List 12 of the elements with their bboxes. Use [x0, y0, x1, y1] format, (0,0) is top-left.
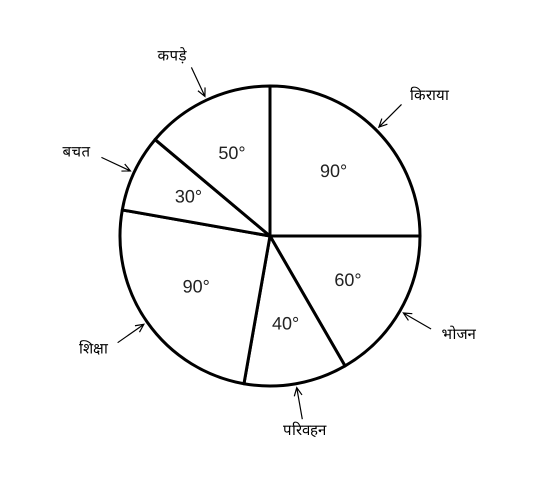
- data-label: 40°: [272, 313, 300, 334]
- slice-label: भोजन: [441, 325, 476, 344]
- slice-label: बचत: [62, 142, 91, 160]
- data-label: 90°: [320, 161, 348, 182]
- data-label: 60°: [334, 270, 362, 290]
- slice-label: किराया: [410, 86, 450, 104]
- data-label: 50°: [218, 143, 246, 164]
- slice-label: परिवहन: [282, 421, 327, 440]
- slice-label: शिक्षा: [78, 340, 109, 358]
- slice-label: कपड़े: [157, 46, 188, 65]
- data-label: 30°: [174, 186, 202, 207]
- data-label: 90°: [182, 276, 210, 296]
